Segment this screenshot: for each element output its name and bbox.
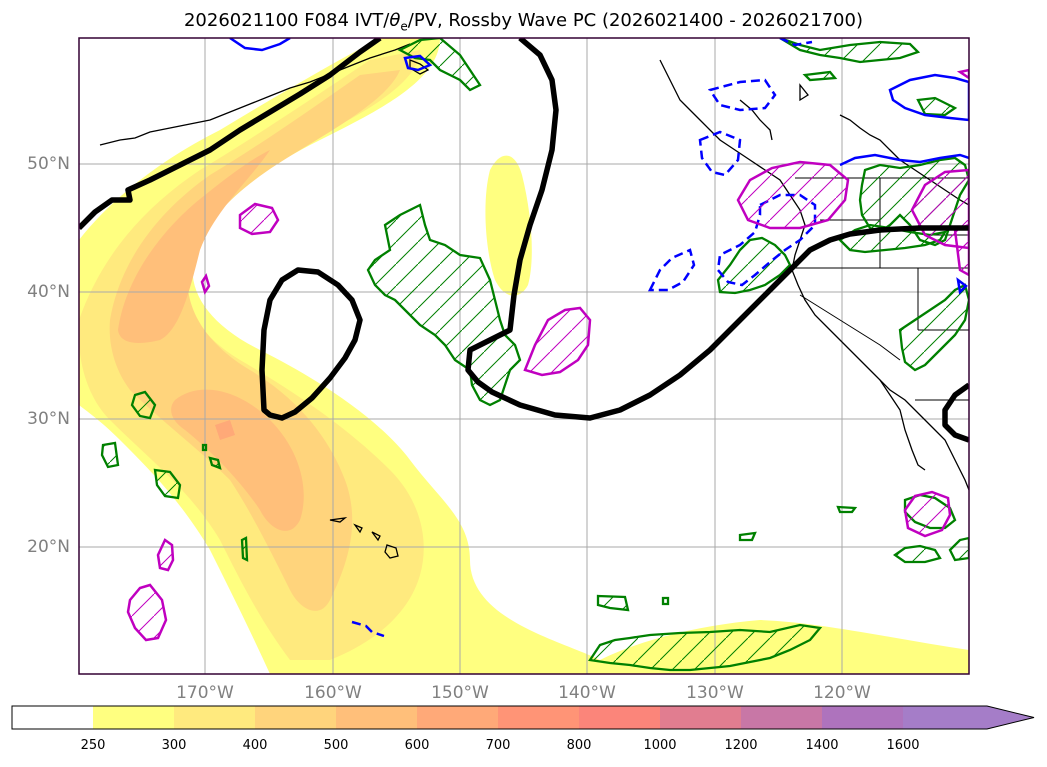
lat-label-40n: 40°N bbox=[27, 282, 70, 302]
cb-label-1400: 1400 bbox=[805, 738, 839, 753]
cb-swatch-1200 bbox=[741, 706, 823, 729]
figure-title: 2026021100 F084 IVT/θe/PV, Rossby Wave P… bbox=[183, 10, 863, 34]
cb-label-1000: 1000 bbox=[643, 738, 677, 753]
lon-label-140w: 140°W bbox=[558, 683, 616, 703]
lat-label-50n: 50°N bbox=[27, 154, 70, 174]
lat-label-20n: 20°N bbox=[27, 537, 70, 557]
map-border bbox=[78, 37, 970, 675]
cb-swatch-lt250 bbox=[12, 706, 93, 729]
cb-label-400: 400 bbox=[242, 738, 268, 753]
lon-label-130w: 130°W bbox=[686, 683, 744, 703]
lon-label-160w: 160°W bbox=[304, 683, 362, 703]
green-contours bbox=[100, 38, 969, 672]
cb-swatch-600 bbox=[417, 706, 499, 729]
cb-swatch-1000 bbox=[660, 706, 742, 729]
cb-extend-arrow bbox=[987, 706, 1034, 729]
cb-swatch-300 bbox=[174, 706, 256, 729]
cb-label-500: 500 bbox=[323, 738, 349, 753]
cb-label-800: 800 bbox=[566, 738, 592, 753]
cb-label-700: 700 bbox=[485, 738, 511, 753]
cb-swatch-250 bbox=[93, 706, 175, 729]
cb-swatch-500 bbox=[336, 706, 418, 729]
lon-label-150w: 150°W bbox=[431, 683, 489, 703]
cb-label-1600: 1600 bbox=[886, 738, 920, 753]
ivt-band-500 bbox=[118, 150, 270, 343]
ivt-band-500b bbox=[171, 389, 304, 531]
cb-swatch-400 bbox=[255, 706, 337, 729]
lon-label-120w: 120°W bbox=[813, 683, 871, 703]
cb-label-300: 300 bbox=[161, 738, 187, 753]
blue-contours bbox=[229, 38, 969, 295]
cb-label-250: 250 bbox=[80, 738, 106, 753]
pv-contour bbox=[79, 38, 969, 443]
coastlines bbox=[99, 43, 969, 559]
cb-swatch-1600 bbox=[903, 706, 987, 729]
colorbar bbox=[11, 705, 1035, 730]
lat-label-30n: 30°N bbox=[27, 409, 70, 429]
blue-dashed-contours bbox=[351, 38, 817, 638]
ivt-band-400 bbox=[109, 70, 400, 611]
ivt-band-600 bbox=[215, 420, 235, 440]
ivt-shading bbox=[79, 38, 969, 674]
cb-label-600: 600 bbox=[404, 738, 430, 753]
cb-swatch-800 bbox=[579, 706, 661, 729]
cb-swatch-700 bbox=[498, 706, 580, 729]
cb-swatch-1400 bbox=[822, 706, 904, 729]
cb-label-1200: 1200 bbox=[724, 738, 758, 753]
lon-label-170w: 170°W bbox=[176, 683, 234, 703]
